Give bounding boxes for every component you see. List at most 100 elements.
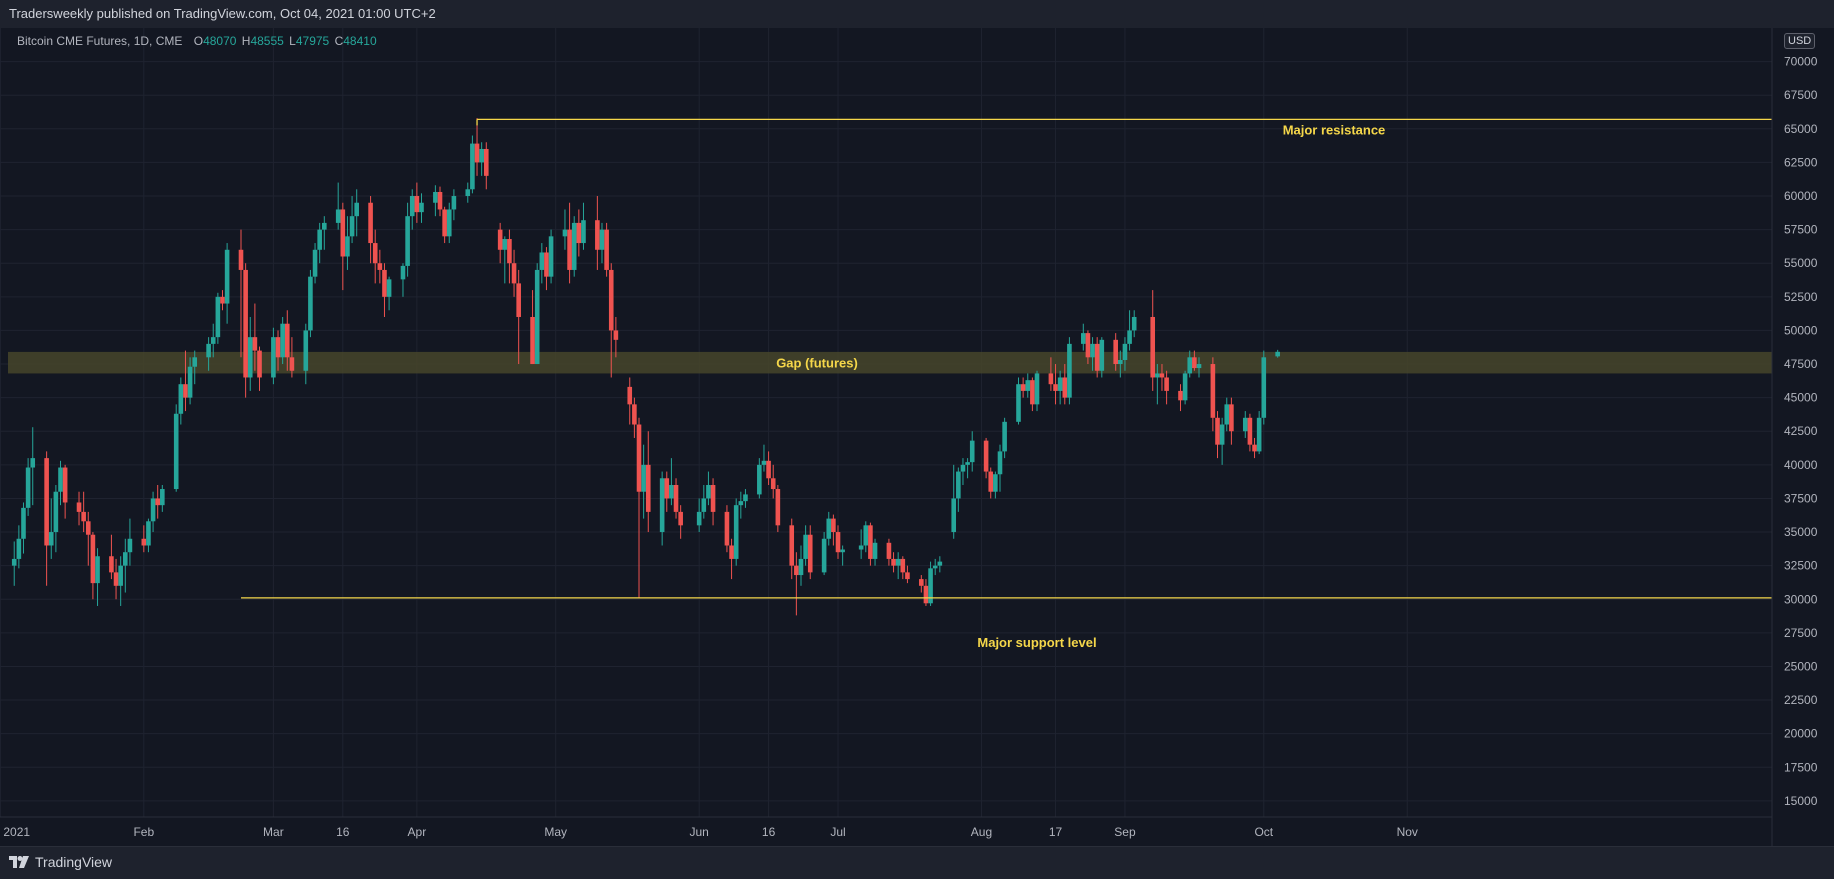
candle-body xyxy=(1020,384,1026,391)
price-tick-label: 55000 xyxy=(1784,256,1818,270)
price-tick-label: 42500 xyxy=(1784,424,1818,438)
candle-body xyxy=(544,252,549,277)
candle-body xyxy=(604,229,609,270)
candle-body xyxy=(595,220,600,250)
candle-body xyxy=(220,296,225,304)
candle-body xyxy=(664,478,670,499)
candle-body xyxy=(835,532,841,553)
candle-body xyxy=(308,276,313,331)
candle-body xyxy=(1256,417,1262,452)
low-label: L xyxy=(289,34,296,48)
candle-body xyxy=(414,196,420,213)
candle-body xyxy=(109,556,114,573)
candle-body xyxy=(923,585,929,604)
candle-body xyxy=(206,343,211,358)
candle-body xyxy=(382,269,387,297)
candle-body xyxy=(25,467,31,508)
candles xyxy=(11,118,1280,616)
candle-body xyxy=(155,498,160,506)
candle-body xyxy=(1219,424,1225,445)
candle-body xyxy=(30,458,36,468)
candle-body xyxy=(761,460,767,465)
candle-body xyxy=(571,222,577,270)
candle-body xyxy=(192,357,198,367)
candle-body xyxy=(706,485,711,499)
chart[interactable]: Major resistance Major support level Gap (… xyxy=(0,28,1834,846)
candle-body xyxy=(645,464,651,512)
close-label: C xyxy=(334,34,344,48)
time-tick-label: 16 xyxy=(336,825,350,839)
candle-body xyxy=(1196,364,1202,369)
candle-body xyxy=(1242,417,1248,432)
time-axis[interactable]: 2021 Feb Mar 16 Apr May Jun 16 Jul Aug 17 Sep Oct Nov xyxy=(3,825,1418,839)
candle-body xyxy=(1080,333,1086,344)
price-tick-label: 35000 xyxy=(1784,525,1818,539)
candle-body xyxy=(470,143,475,190)
candle-body xyxy=(895,558,901,566)
gap-zone xyxy=(8,351,1772,374)
candle-body xyxy=(951,498,957,533)
price-axis[interactable]: 15000 17500 20000 22500 25000 27500 30000 32500… xyxy=(1784,55,1818,808)
candle-body xyxy=(257,350,262,378)
candle-body xyxy=(1131,316,1137,331)
candle-body xyxy=(770,478,776,490)
candle-body xyxy=(62,467,68,503)
candle-body xyxy=(53,491,59,533)
low-value: 47975 xyxy=(295,34,330,48)
candle-body xyxy=(368,202,373,244)
price-tick-label: 20000 xyxy=(1784,727,1818,741)
candle-body xyxy=(243,269,248,378)
candle-body xyxy=(409,196,415,217)
high-label: H xyxy=(241,34,251,48)
candle-body xyxy=(187,366,193,398)
candle-body xyxy=(335,209,341,223)
candle-body xyxy=(1155,373,1160,378)
candle-body xyxy=(932,565,938,569)
candle-body xyxy=(831,518,836,533)
currency-badge[interactable]: USD xyxy=(1784,33,1816,49)
candle-body xyxy=(678,511,683,526)
candle-body xyxy=(965,462,970,465)
candle-body xyxy=(900,558,906,573)
candle-body xyxy=(696,511,702,526)
header-bar: Tradersweekly published on TradingView.c… xyxy=(0,0,1834,29)
candle-body xyxy=(224,249,230,304)
candle-body xyxy=(1150,316,1156,378)
chart-background xyxy=(0,28,1834,846)
candle-body xyxy=(516,283,521,317)
candle-body xyxy=(238,249,244,270)
price-tick-label: 65000 xyxy=(1784,122,1818,136)
candle-body xyxy=(127,538,133,553)
candle-body xyxy=(446,209,452,237)
candle-body xyxy=(1057,377,1063,391)
candle-body xyxy=(1178,390,1183,401)
candle-body xyxy=(1002,421,1007,452)
candle-body xyxy=(733,505,739,559)
candle-body xyxy=(183,384,188,398)
price-tick-label: 30000 xyxy=(1784,592,1818,606)
gap-label: Gap (futures) xyxy=(776,356,858,371)
candle-body xyxy=(1252,444,1257,452)
candle-body xyxy=(1030,380,1035,405)
candle-body xyxy=(928,568,933,604)
price-tick-label: 57500 xyxy=(1784,223,1818,237)
time-tick-label: Oct xyxy=(1254,825,1273,839)
candle-body xyxy=(247,337,253,378)
candle-body xyxy=(807,534,813,573)
candle-body xyxy=(377,263,383,270)
candle-body xyxy=(1182,373,1188,401)
candle-body xyxy=(275,337,281,358)
price-tick-label: 45000 xyxy=(1784,391,1818,405)
candle-body xyxy=(90,534,96,584)
candle-body xyxy=(289,357,295,371)
candle-body xyxy=(669,485,674,499)
time-tick-label: Apr xyxy=(408,825,427,839)
price-tick-label: 15000 xyxy=(1784,794,1818,808)
candle-body xyxy=(701,498,707,512)
candle-body xyxy=(729,545,734,559)
tradingview-logo[interactable]: TradingView xyxy=(9,854,112,870)
candle-body xyxy=(710,485,716,512)
price-tick-label: 67500 xyxy=(1784,88,1818,102)
price-tick-label: 25000 xyxy=(1784,659,1818,673)
candle-body xyxy=(539,252,545,270)
